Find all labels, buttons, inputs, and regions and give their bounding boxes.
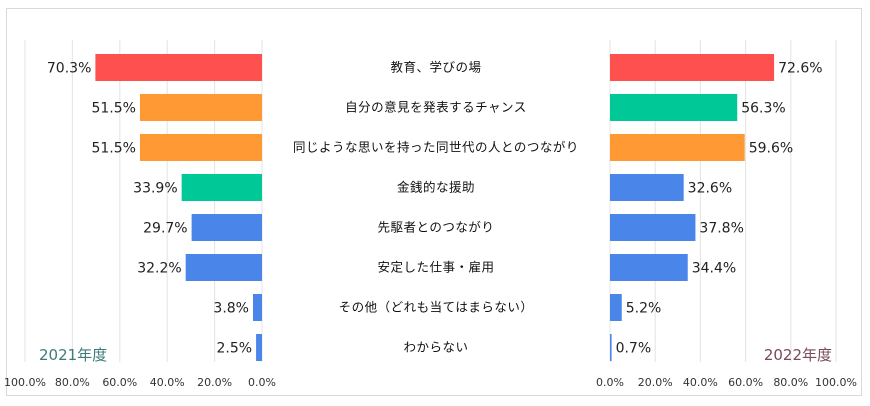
right-value-label: 37.8%	[699, 221, 743, 237]
category-label: 安定した仕事・雇用	[377, 260, 494, 275]
left-tick-label: 60.0%	[102, 376, 137, 389]
left-bar	[252, 294, 262, 321]
right-bar	[610, 214, 696, 241]
right-value-label: 59.6%	[749, 141, 793, 157]
left-bar	[185, 254, 262, 281]
right-value-label: 56.3%	[741, 101, 785, 117]
right-tick-label: 60.0%	[728, 376, 763, 389]
left-value-label: 29.7%	[143, 221, 187, 237]
left-series-label: 2021年度	[39, 346, 107, 364]
right-tick-label: 20.0%	[638, 376, 673, 389]
right-value-label: 32.6%	[688, 181, 732, 197]
left-tick-label: 0.0%	[248, 376, 276, 389]
left-tick-label: 40.0%	[150, 376, 185, 389]
left-value-label: 3.8%	[213, 301, 249, 317]
left-bar	[139, 94, 262, 121]
right-bar	[610, 134, 745, 161]
right-value-label: 0.7%	[616, 341, 652, 357]
category-label: 教育、学びの場	[390, 60, 481, 75]
left-bar	[139, 134, 262, 161]
left-value-label: 2.5%	[216, 341, 252, 357]
right-value-label: 5.2%	[626, 301, 662, 317]
right-tick-label: 80.0%	[773, 376, 808, 389]
right-value-label: 34.4%	[692, 261, 736, 277]
left-value-label: 51.5%	[91, 101, 135, 117]
right-bar	[610, 94, 738, 121]
category-label: わからない	[403, 340, 468, 355]
right-tick-label: 100.0%	[815, 376, 857, 389]
left-value-label: 51.5%	[91, 141, 135, 157]
left-bar	[191, 214, 262, 241]
right-series-label: 2022年度	[764, 346, 832, 364]
left-tick-label: 20.0%	[197, 376, 232, 389]
category-label: 同じような思いを持った同世代の人とのつながり	[293, 140, 579, 155]
left-value-label: 33.9%	[133, 181, 177, 197]
left-tick-label: 80.0%	[55, 376, 90, 389]
bars	[95, 54, 775, 361]
category-label: 金銭的な援助	[397, 180, 475, 195]
category-label: 自分の意見を発表するチャンス	[345, 100, 527, 115]
category-label: 先駆者とのつながり	[378, 220, 495, 235]
right-value-label: 72.6%	[778, 61, 822, 77]
labels: 100.0% 80.0% 60.0% 40.0% 20.0% 0.0% 0.0% 20.0% 4…	[4, 60, 857, 390]
left-tick-label: 100.0%	[4, 376, 46, 389]
left-value-label: 32.2%	[137, 261, 181, 277]
right-bar	[610, 254, 688, 281]
left-bar	[181, 174, 262, 201]
right-bar	[610, 294, 622, 321]
category-label: その他（どれも当てはまらない）	[339, 300, 534, 315]
right-tick-label: 40.0%	[683, 376, 718, 389]
right-tick-label: 0.0%	[596, 376, 624, 389]
right-bar	[610, 54, 775, 81]
left-bar	[95, 54, 262, 81]
right-bar	[610, 334, 612, 361]
right-bar	[610, 174, 684, 201]
left-value-label: 70.3%	[47, 61, 91, 77]
left-bar	[256, 334, 262, 361]
